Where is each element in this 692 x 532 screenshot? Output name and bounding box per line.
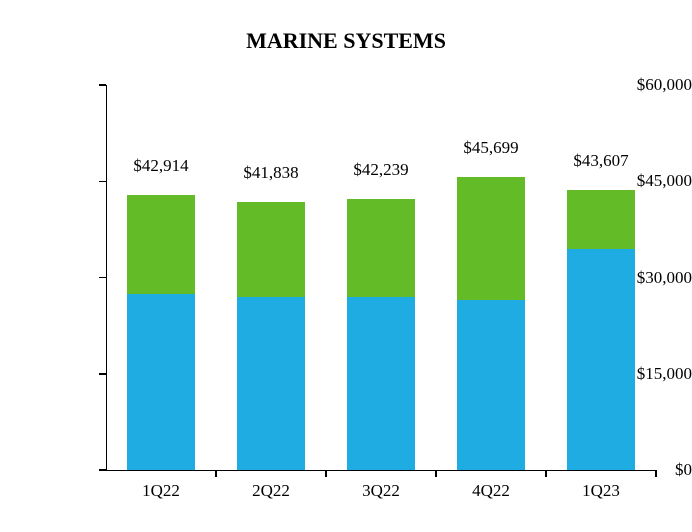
bar-segment <box>457 177 525 300</box>
bar-segment <box>457 300 525 470</box>
bar-segment <box>567 249 635 470</box>
x-axis-label: 4Q22 <box>472 481 510 501</box>
y-axis-label: $45,000 <box>599 171 692 191</box>
bar-segment <box>127 195 195 294</box>
bar-data-label: $43,607 <box>573 151 628 171</box>
y-tick <box>99 469 106 471</box>
x-axis-label: 3Q22 <box>362 481 400 501</box>
bar-data-label: $45,699 <box>463 138 518 158</box>
x-tick <box>325 470 327 477</box>
y-tick <box>99 84 106 86</box>
bar-data-label: $42,239 <box>353 160 408 180</box>
bar-data-label: $41,838 <box>243 163 298 183</box>
bar-segment <box>347 199 415 297</box>
x-axis-label: 1Q23 <box>582 481 620 501</box>
bar-segment <box>347 297 415 470</box>
x-axis-label: 2Q22 <box>252 481 290 501</box>
bar-data-label: $42,914 <box>133 156 188 176</box>
bar-segment <box>127 294 195 470</box>
bar-segment <box>237 297 305 470</box>
bar <box>127 195 195 470</box>
x-tick <box>655 470 657 477</box>
x-tick <box>435 470 437 477</box>
chart-title: MARINE SYSTEMS <box>0 0 692 54</box>
bar <box>347 199 415 470</box>
y-tick <box>99 373 106 375</box>
bar <box>567 190 635 470</box>
chart-container: MARINE SYSTEMS $0$15,000$30,000$45,000$6… <box>0 0 692 532</box>
bar <box>457 177 525 470</box>
x-tick <box>545 470 547 477</box>
y-tick <box>99 277 106 279</box>
x-axis-label: 1Q22 <box>142 481 180 501</box>
y-axis-label: $60,000 <box>599 75 692 95</box>
bar <box>237 202 305 470</box>
bar-segment <box>567 190 635 248</box>
bar-segment <box>237 202 305 297</box>
x-tick <box>215 470 217 477</box>
y-tick <box>99 181 106 183</box>
